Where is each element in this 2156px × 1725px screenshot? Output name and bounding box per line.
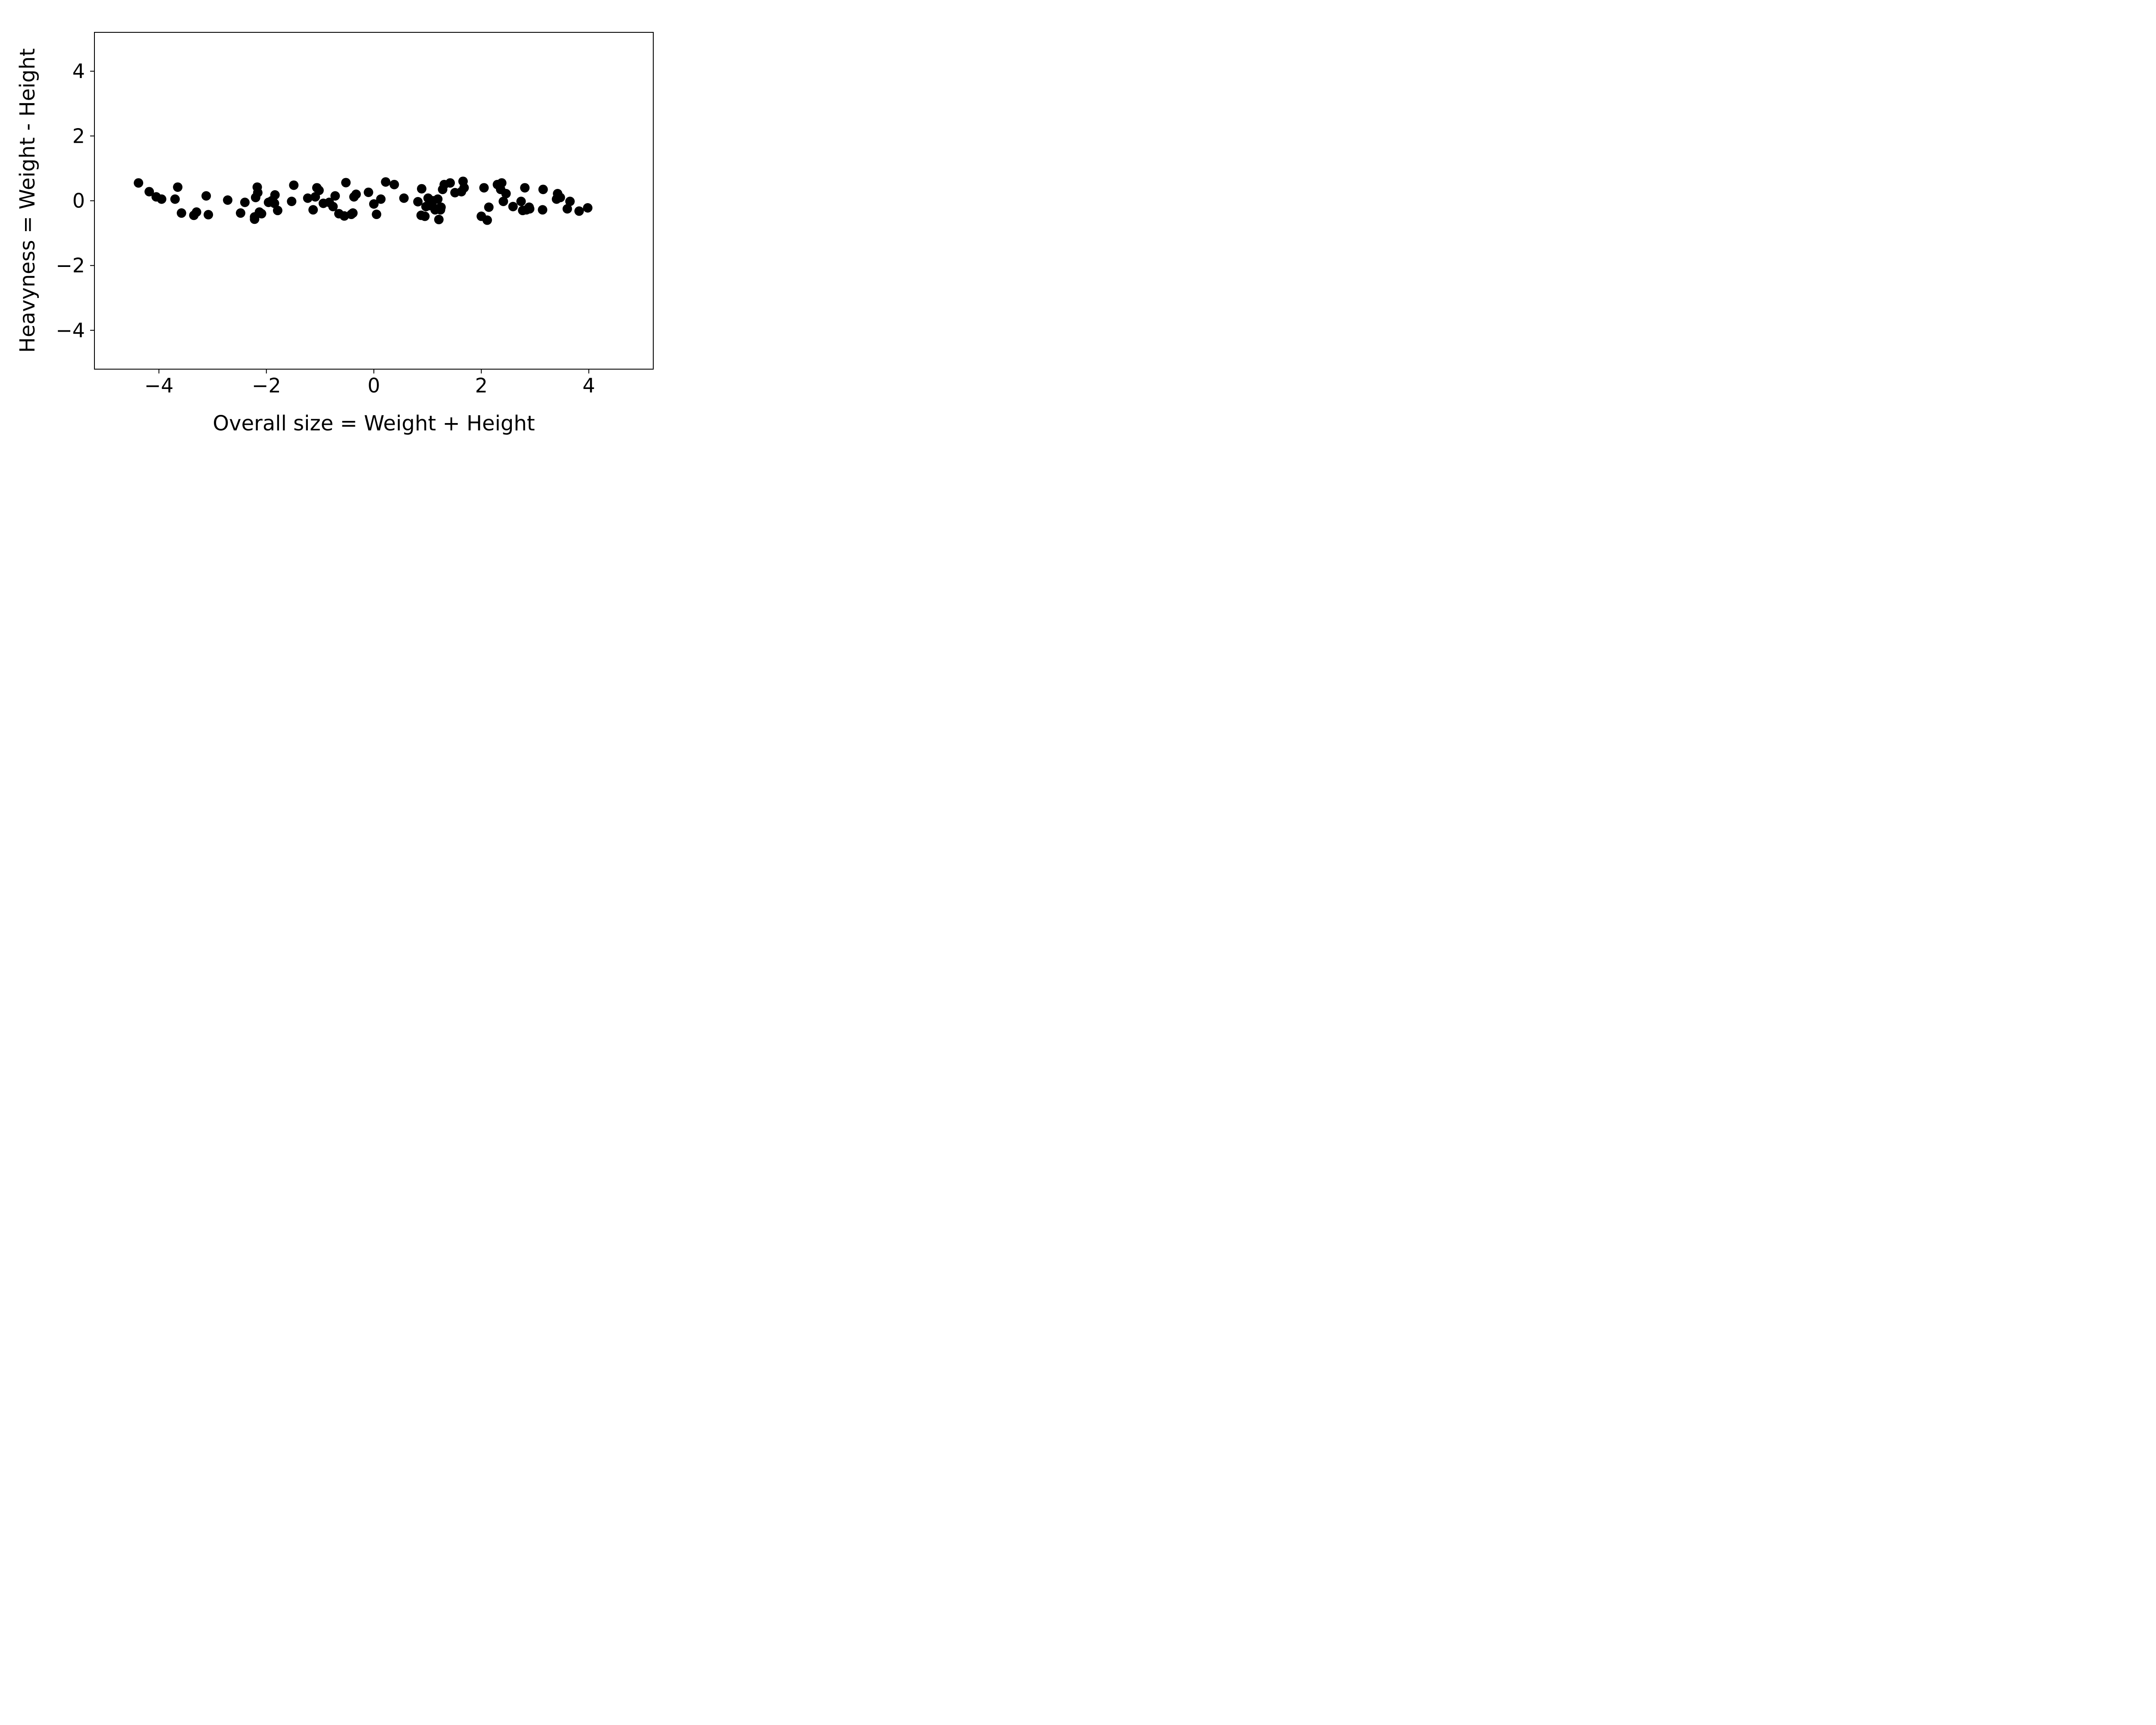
scatter-point	[369, 199, 379, 209]
scatter-point	[372, 210, 382, 220]
scatter-chart: −4 −2 0 2 4 −4 −2 0 2 4 Overall size = Weight + …	[0, 0, 666, 444]
scatter-point	[204, 210, 213, 220]
y-axis-label: Heavyness = Weight - Height	[16, 48, 40, 353]
scatter-point	[516, 197, 526, 207]
y-tick-label: 4	[72, 60, 85, 83]
scatter-point	[328, 202, 338, 212]
scatter-point	[459, 183, 469, 193]
scatter-point	[257, 209, 266, 219]
x-tick-label: 4	[583, 374, 595, 397]
scatter-point	[273, 206, 282, 216]
scatter-point	[583, 203, 592, 213]
scatter-point	[134, 178, 144, 188]
scatter-point	[308, 205, 318, 215]
scatter-point	[562, 204, 572, 214]
y-tick-label: 0	[72, 189, 85, 213]
scatter-point	[555, 192, 565, 202]
scatter-point	[399, 193, 409, 203]
scatter-point	[436, 202, 446, 212]
x-tick-label: −4	[144, 374, 174, 397]
y-tick-label: −4	[56, 319, 85, 342]
x-tick-label: 2	[475, 374, 488, 397]
scatter-point	[270, 198, 279, 208]
scatter-point	[191, 207, 201, 217]
scatter-point	[270, 190, 280, 200]
y-axis-ticks: −4 −2 0 2 4	[56, 60, 94, 342]
scatter-point	[303, 193, 313, 203]
scatter-point	[445, 178, 455, 188]
scatter-point	[525, 204, 535, 214]
y-tick-label: −2	[56, 254, 85, 277]
scatter-point	[348, 208, 358, 218]
scatter-point	[176, 208, 186, 218]
scatter-point	[240, 198, 250, 207]
scatter-point	[498, 197, 508, 207]
scatter-point	[201, 191, 211, 201]
scatter-point	[501, 188, 511, 198]
scatter-point	[376, 194, 386, 204]
scatter-point	[250, 214, 260, 224]
chart-background	[0, 0, 666, 444]
scatter-point	[417, 184, 426, 194]
scatter-point	[484, 202, 494, 212]
scatter-point	[157, 194, 166, 204]
scatter-point	[351, 189, 361, 199]
scatter-point	[389, 179, 399, 189]
scatter-point	[144, 187, 154, 197]
scatter-point	[235, 208, 245, 218]
x-tick-label: −2	[252, 374, 281, 397]
scatter-point	[434, 215, 444, 225]
plot-area-frame	[94, 32, 654, 370]
scatter-point	[479, 183, 489, 193]
scatter-point	[173, 182, 183, 192]
scatter-points	[134, 176, 592, 225]
scatter-point	[381, 177, 391, 187]
x-axis-ticks: −4 −2 0 2 4	[144, 369, 595, 397]
scatter-point	[482, 215, 492, 225]
scatter-point	[497, 178, 507, 188]
scatter-point	[538, 185, 548, 194]
scatter-point	[508, 202, 518, 212]
x-tick-label: 0	[367, 374, 380, 397]
scatter-point	[253, 188, 263, 198]
x-axis-label: Overall size = Weight + Height	[213, 411, 535, 436]
scatter-point	[314, 185, 324, 195]
scatter-point	[223, 195, 233, 205]
scatter-point	[433, 194, 443, 204]
scatter-point	[574, 206, 584, 216]
y-tick-label: 2	[72, 124, 85, 147]
scatter-point	[330, 191, 340, 201]
scatter-point	[520, 183, 530, 193]
scatter-point	[287, 197, 297, 207]
scatter-point	[341, 178, 351, 188]
scatter-point	[420, 211, 430, 221]
scatter-point	[289, 180, 299, 190]
scatter-point	[538, 205, 548, 215]
scatter-point	[565, 197, 575, 207]
scatter-point	[413, 197, 423, 207]
scatter-point	[364, 187, 373, 197]
scatter-point	[170, 194, 180, 204]
